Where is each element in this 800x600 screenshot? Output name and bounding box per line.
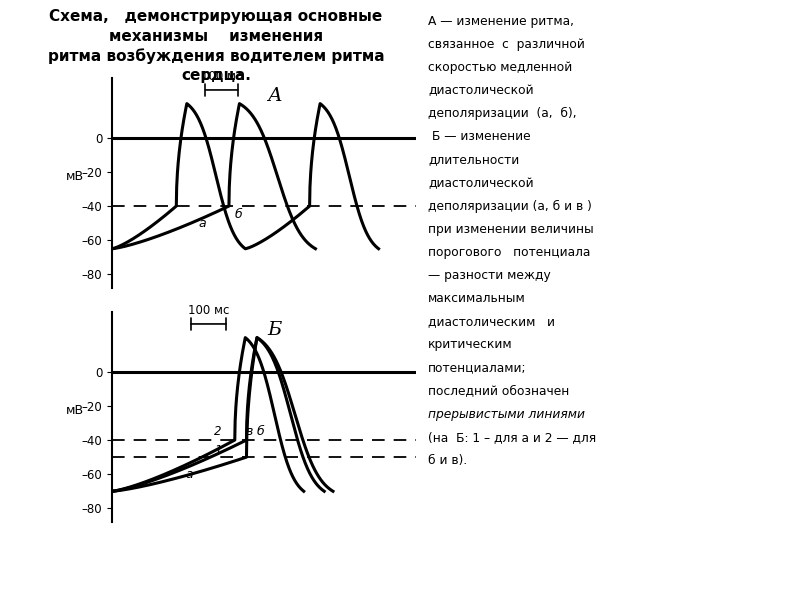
Text: при изменении величины: при изменении величины bbox=[428, 223, 594, 236]
Text: длительности: длительности bbox=[428, 154, 519, 167]
Text: а: а bbox=[185, 467, 193, 481]
Text: ритма возбуждения водителем ритма: ритма возбуждения водителем ритма bbox=[48, 49, 384, 64]
Text: потенциалами;: потенциалами; bbox=[428, 361, 526, 374]
Text: А: А bbox=[267, 86, 282, 104]
Text: деполяризации  (а,  б),: деполяризации (а, б), bbox=[428, 107, 577, 121]
Text: прерывистыми линиями: прерывистыми линиями bbox=[428, 408, 585, 421]
Text: А — изменение ритма,: А — изменение ритма, bbox=[428, 15, 574, 28]
Text: связанное  с  различной: связанное с различной bbox=[428, 38, 585, 51]
Text: Б — изменение: Б — изменение bbox=[428, 130, 530, 143]
Text: б: б bbox=[234, 208, 242, 221]
Text: а: а bbox=[198, 217, 206, 230]
Y-axis label: мВ: мВ bbox=[66, 404, 84, 417]
Text: деполяризации (а, б и в ): деполяризации (а, б и в ) bbox=[428, 200, 592, 213]
Text: в: в bbox=[246, 425, 253, 438]
Text: 100 мс: 100 мс bbox=[188, 304, 229, 317]
Text: сердца.: сердца. bbox=[181, 68, 251, 83]
Text: порогового   потенциала: порогового потенциала bbox=[428, 246, 590, 259]
Text: Схема,   демонстрирующая основные: Схема, демонстрирующая основные bbox=[50, 9, 382, 24]
Text: скоростью медленной: скоростью медленной bbox=[428, 61, 572, 74]
Text: диастолической: диастолической bbox=[428, 176, 534, 190]
Text: диастолической: диастолической bbox=[428, 85, 534, 97]
Text: б: б bbox=[257, 425, 265, 438]
Text: б и в).: б и в). bbox=[428, 454, 467, 467]
Text: 2: 2 bbox=[214, 425, 222, 438]
Text: 100 мс: 100 мс bbox=[201, 70, 242, 83]
Text: максимальным: максимальным bbox=[428, 292, 526, 305]
Text: диастолическим   и: диастолическим и bbox=[428, 315, 555, 328]
Text: Б: Б bbox=[267, 320, 282, 338]
Text: механизмы    изменения: механизмы изменения bbox=[109, 29, 323, 44]
Text: последний обозначен: последний обозначен bbox=[428, 385, 570, 398]
Text: — разности между: — разности между bbox=[428, 269, 550, 282]
Text: критическим: критическим bbox=[428, 338, 513, 352]
Text: 1: 1 bbox=[214, 444, 222, 457]
Y-axis label: мВ: мВ bbox=[66, 170, 84, 183]
Text: (на  Б: 1 – для а и 2 — для: (на Б: 1 – для а и 2 — для bbox=[428, 431, 596, 444]
